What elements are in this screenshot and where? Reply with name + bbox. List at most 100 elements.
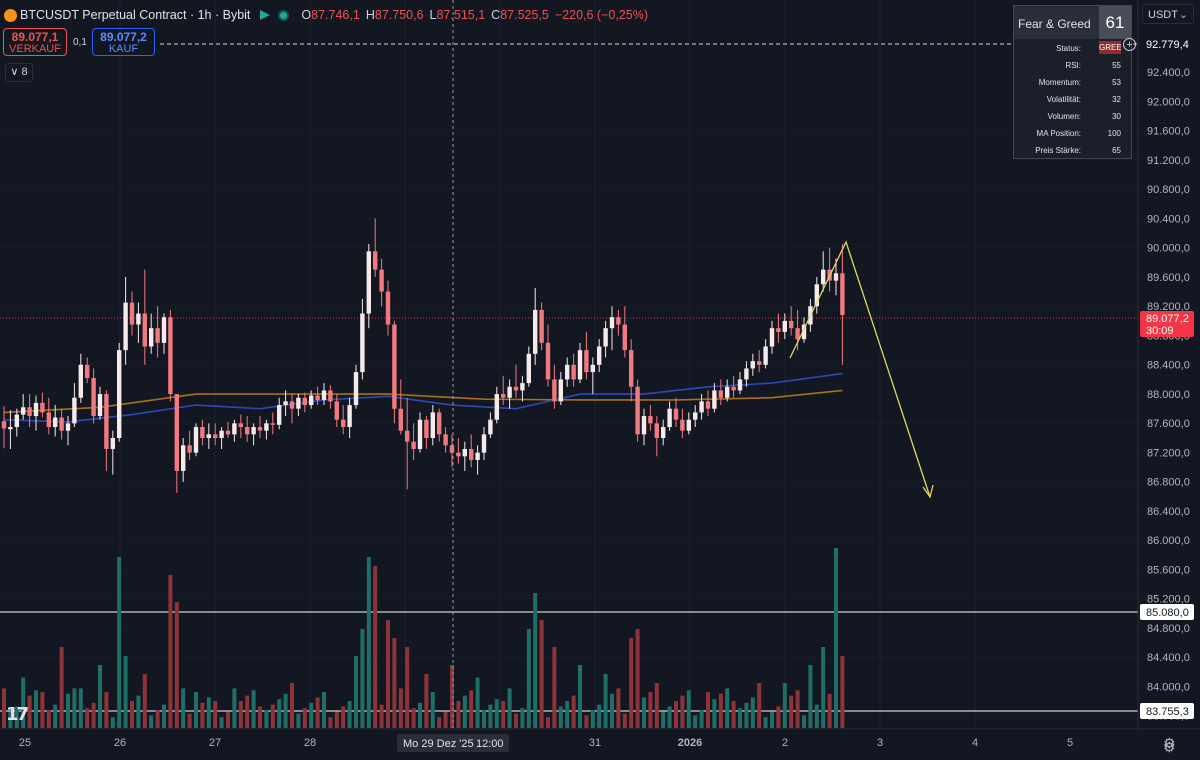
candle-body (597, 346, 602, 365)
candle-body (417, 419, 423, 449)
price-tick-label: 90.800,0 (1147, 184, 1190, 196)
candle-body (315, 395, 320, 400)
volume-bar (654, 683, 659, 728)
candle-body (769, 328, 775, 347)
volume-bar (674, 701, 678, 728)
volume-bar (584, 715, 589, 728)
volume-bar (8, 711, 13, 728)
bitcoin-icon (4, 8, 17, 22)
volume-bar (686, 690, 691, 728)
candle-body (571, 364, 576, 380)
currency-select[interactable]: USDT ⌄ (1142, 4, 1194, 24)
volume-bar (456, 701, 461, 728)
volume-bar (149, 715, 154, 728)
time-tick-label: 2026 (678, 737, 702, 749)
candle-body (296, 397, 301, 409)
volume-bar (27, 695, 32, 728)
candle-body (680, 419, 685, 431)
volume-bar (136, 695, 141, 728)
buy-button[interactable]: 89.077,2 KAUF (92, 28, 155, 56)
candle-body (449, 445, 455, 453)
time-tick-label: 4 (972, 737, 978, 749)
volume-bar (213, 701, 218, 728)
volume-bar (354, 656, 358, 728)
market-status-icon[interactable] (278, 9, 290, 21)
fear-greed-title: Fear & Greed (1018, 17, 1091, 31)
candle-body (641, 416, 647, 435)
candle-body (590, 364, 595, 373)
indicators-count: 8 (21, 66, 28, 78)
volume-bar (21, 677, 26, 728)
symbol-title[interactable]: BTCUSDT Perpetual Contract · 1h · Bybit (20, 8, 251, 22)
volume-bar (802, 715, 806, 728)
volume-bar (520, 708, 525, 728)
settings-gear-icon[interactable]: ⚙ (1163, 739, 1176, 755)
fear-greed-header: Fear & Greed 61 (1014, 6, 1131, 39)
projection-drawing[interactable] (789, 240, 934, 499)
price-axis[interactable]: 92.400,0 92.000,0 91.600,0 91.200,0 90.800,0… (1137, 0, 1200, 760)
candle-body (251, 427, 256, 435)
flag-icon[interactable] (260, 10, 271, 20)
fear-greed-panel: Fear & Greed 61 Status: GREE RSI: 55 Mom… (1013, 5, 1132, 159)
ma-orange-line (3, 389, 843, 414)
volume-bar (334, 711, 339, 728)
volume-bar (814, 704, 819, 728)
change-value: −220,6 (−0,25%) (554, 8, 648, 22)
spread-value: 0,1 (73, 37, 87, 48)
candle-body (629, 350, 634, 387)
settings-gear-icon[interactable]: ⚙ (1163, 736, 1176, 752)
candle-body (33, 402, 39, 417)
candle-body (411, 441, 416, 449)
candle-body (373, 251, 378, 270)
volume-bar (85, 708, 90, 728)
volume-bar (437, 717, 442, 728)
candle-body (757, 361, 762, 365)
candles (1, 218, 845, 493)
indicators-toggle[interactable]: ∨ 8 (5, 63, 33, 82)
volume-bar (507, 688, 512, 728)
fg-key: RSI: (1065, 61, 1081, 70)
volume-bar (411, 708, 416, 728)
candle-body (334, 401, 339, 420)
price-tick-label: 88.000,0 (1147, 389, 1190, 401)
candle-body (635, 386, 640, 435)
add-alert-icon[interactable]: + (1123, 38, 1136, 51)
sell-button[interactable]: 89.077,1 VERKAUF (3, 28, 67, 56)
volume-bar (40, 692, 45, 728)
candle-body (232, 423, 237, 435)
candle-body (206, 434, 211, 438)
volume-bar (699, 710, 704, 728)
volume-bar (296, 713, 301, 728)
volume-bar (776, 706, 781, 728)
time-axis[interactable]: 25 26 27 28 31 2026 2 3 4 5 Mo 29 Dez '25 12:00 ⚙ (0, 728, 1200, 760)
chevron-down-icon: ∨ (10, 66, 19, 78)
volume-bar (283, 693, 288, 728)
volume-bar (725, 688, 730, 728)
candle-body (385, 291, 391, 325)
candle-body (136, 313, 141, 325)
candle-body (443, 434, 448, 446)
price-tick-label: 86.400,0 (1147, 506, 1190, 518)
volume-bar (181, 688, 186, 728)
price-tick-label: 85.600,0 (1147, 564, 1190, 576)
fg-row-volatility: Volatilität: 32 (1014, 92, 1131, 109)
candle-body (539, 309, 544, 343)
fg-key: Preis Stärke: (1035, 146, 1081, 155)
fg-row-volume: Volumen: 30 (1014, 109, 1131, 126)
candle-body (78, 364, 83, 398)
volume-bar (46, 710, 51, 728)
candle-body (1, 421, 7, 429)
fg-row-status: Status: GREE (1014, 41, 1131, 58)
volume-bar (718, 693, 723, 728)
volume-bar (514, 713, 518, 728)
volume-bar (238, 701, 243, 728)
candle-body (654, 423, 659, 438)
tradingview-logo-icon[interactable]: 17 (6, 704, 29, 725)
volume-bar (142, 674, 147, 728)
time-tick-label: 27 (209, 737, 221, 749)
candle-body (693, 412, 698, 420)
volume-bar (219, 717, 224, 728)
time-tick-label: 26 (114, 737, 126, 749)
candle-body (213, 434, 218, 438)
